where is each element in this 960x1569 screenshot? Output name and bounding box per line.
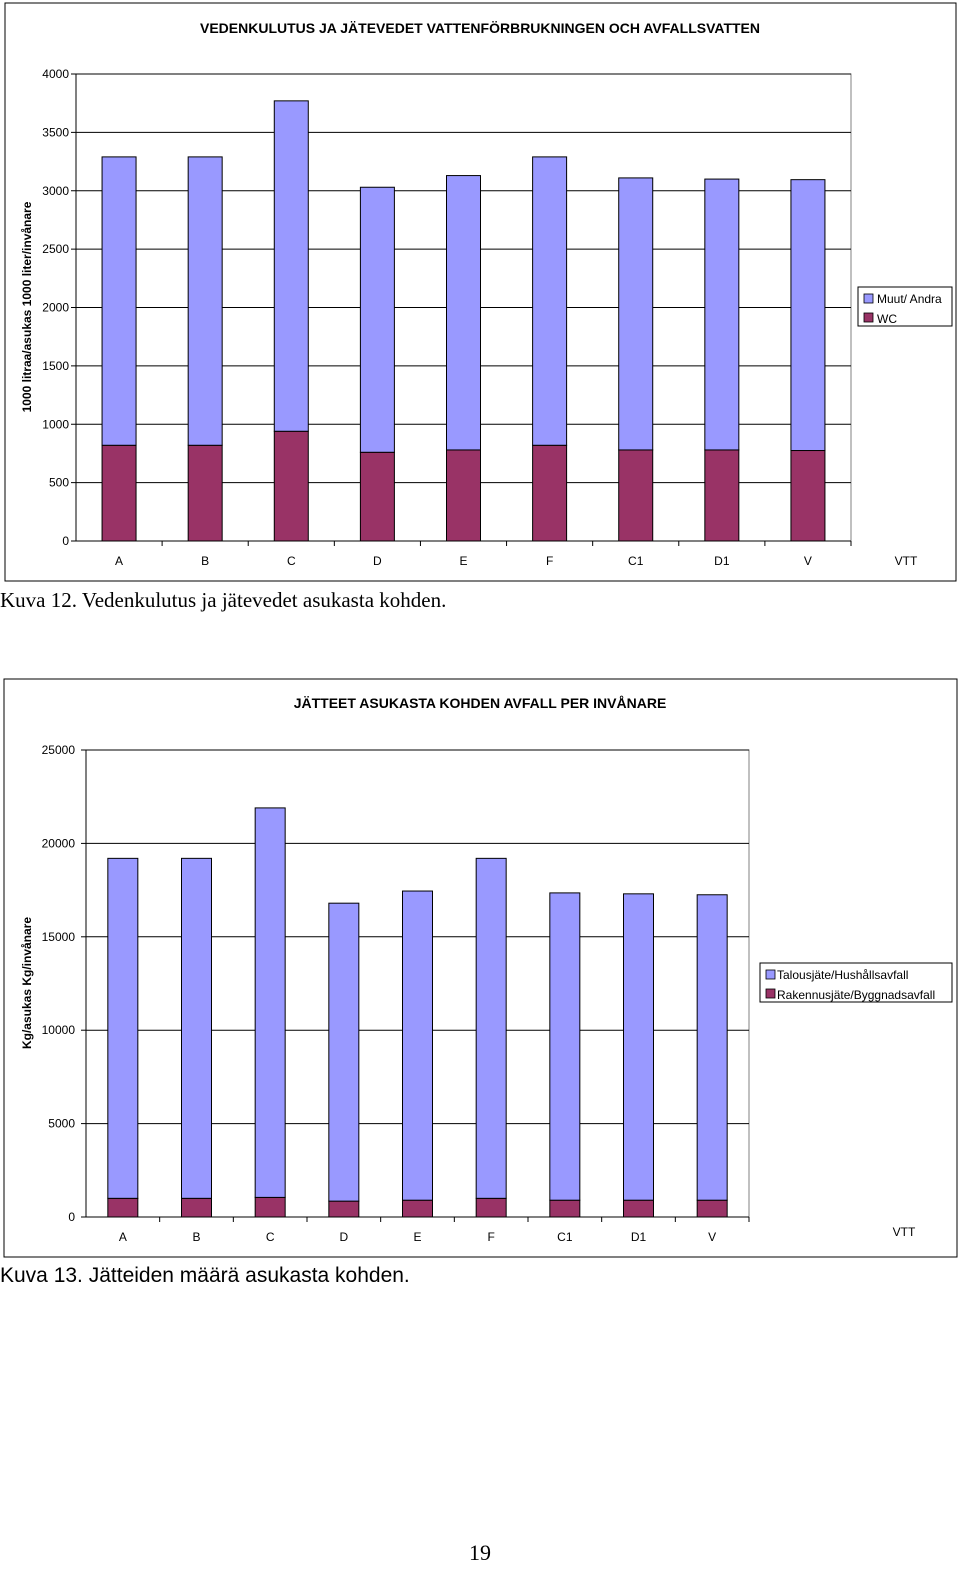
y-tick-label: 20000: [42, 836, 76, 850]
bar-top-c1: [549, 892, 581, 1201]
legend-swatch-muut: [863, 293, 874, 304]
bar-top-c: [254, 807, 286, 1198]
legend-swatch-wc: [863, 312, 874, 323]
waste-chart: JÄTTEET ASUKASTA KOHDEN AVFALL PER INVÅN…: [3, 678, 958, 1258]
bar-top-v: [790, 179, 826, 452]
legend-label-wc: WC: [877, 312, 897, 326]
y-axis-label: 1000 litraa/asukas 1000 liter/invånare: [20, 201, 34, 412]
bar-bottom-d1: [623, 1199, 654, 1218]
chart-title: VEDENKULUTUS JA JÄTEVEDET VATTENFÖRBRUKN…: [200, 20, 760, 36]
y-tick-label: 2500: [42, 242, 69, 256]
vtt-label: VTT: [895, 554, 918, 568]
x-tick-label: D: [339, 1230, 348, 1244]
x-tick-label: B: [201, 554, 209, 568]
x-tick-label: E: [413, 1230, 421, 1244]
legend-swatch-talousjate: [765, 969, 776, 980]
bar-bottom-f: [475, 1197, 507, 1218]
y-axis-label: Kg/asukas Kg/invånare: [20, 917, 34, 1049]
x-tick-label: A: [119, 1230, 127, 1244]
y-tick-label: 1000: [42, 417, 69, 431]
bar-bottom-e: [446, 449, 481, 542]
bar-top-e: [446, 175, 481, 451]
y-tick-label: 4000: [42, 67, 69, 81]
bar-bottom-v: [790, 450, 826, 542]
y-tick-label: 3000: [42, 184, 69, 198]
y-tick-label: 5000: [48, 1117, 75, 1131]
bar-bottom-c: [254, 1196, 286, 1218]
bar-top-a: [101, 156, 137, 446]
bar-top-e: [402, 890, 433, 1201]
x-tick-label: C: [266, 1230, 275, 1244]
bar-bottom-d1: [704, 449, 740, 542]
bar-bottom-e: [402, 1199, 433, 1218]
legend-swatch-rakennusjate: [765, 988, 776, 999]
water-consumption-chart: VEDENKULUTUS JA JÄTEVEDET VATTENFÖRBRUKN…: [4, 2, 957, 582]
x-tick-label: V: [804, 554, 812, 568]
bar-bottom-v: [696, 1199, 728, 1218]
legend-box: [857, 286, 953, 327]
bar-top-f: [532, 156, 568, 446]
x-tick-label: C1: [628, 554, 644, 568]
bar-top-v: [696, 894, 728, 1201]
y-tick-label: 500: [49, 476, 69, 490]
x-tick-label: D1: [631, 1230, 647, 1244]
x-tick-label: E: [459, 554, 467, 568]
x-tick-label: C1: [557, 1230, 573, 1244]
page-number: 19: [469, 1540, 491, 1565]
bar-top-b: [181, 857, 212, 1199]
x-tick-label: D1: [714, 554, 730, 568]
bar-bottom-d: [359, 451, 395, 542]
y-tick-label: 0: [62, 534, 69, 548]
bar-top-d1: [623, 893, 654, 1201]
figure-13-caption: Kuva 13. Jätteiden määrä asukasta kohden…: [0, 1264, 410, 1287]
x-tick-label: V: [708, 1230, 716, 1244]
bar-top-d: [359, 186, 395, 453]
bar-top-f: [475, 857, 507, 1199]
legend-label-muut: Muut/ Andra: [877, 292, 942, 306]
bar-bottom-b: [187, 444, 223, 542]
bar-bottom-f: [532, 444, 568, 542]
bar-bottom-b: [181, 1197, 212, 1218]
bar-top-a: [107, 857, 139, 1199]
legend-label-rakennusjate: Rakennusjäte/Byggnadsavfall: [777, 988, 935, 1002]
bar-bottom-a: [107, 1197, 139, 1218]
bar-bottom-a: [101, 444, 137, 542]
x-tick-label: C: [287, 554, 296, 568]
figure-12-caption: Kuva 12. Vedenkulutus ja jätevedet asuka…: [0, 588, 447, 612]
bar-bottom-c1: [618, 449, 654, 542]
y-tick-label: 25000: [42, 743, 76, 757]
legend-label-talousjate: Talousjäte/Hushållsavfall: [777, 968, 908, 982]
bar-bottom-c1: [549, 1199, 581, 1218]
vtt-label: VTT: [893, 1225, 916, 1239]
bar-top-d: [328, 902, 360, 1202]
y-tick-label: 0: [68, 1210, 75, 1224]
y-tick-label: 10000: [42, 1023, 76, 1037]
y-tick-label: 15000: [42, 930, 76, 944]
bar-top-b: [187, 156, 223, 446]
x-tick-label: F: [487, 1230, 494, 1244]
legend-box: [759, 962, 953, 1003]
y-tick-label: 2000: [42, 301, 69, 315]
bar-top-c: [273, 100, 309, 432]
bar-top-d1: [704, 178, 740, 451]
x-tick-label: D: [373, 554, 382, 568]
x-tick-label: A: [115, 554, 123, 568]
x-tick-label: B: [192, 1230, 200, 1244]
y-tick-label: 3500: [42, 125, 69, 139]
y-tick-label: 1500: [42, 359, 69, 373]
bar-bottom-d: [328, 1200, 360, 1218]
x-tick-label: F: [546, 554, 553, 568]
bar-bottom-c: [273, 430, 309, 542]
bar-top-c1: [618, 177, 654, 451]
chart-title: JÄTTEET ASUKASTA KOHDEN AVFALL PER INVÅN…: [294, 695, 667, 711]
